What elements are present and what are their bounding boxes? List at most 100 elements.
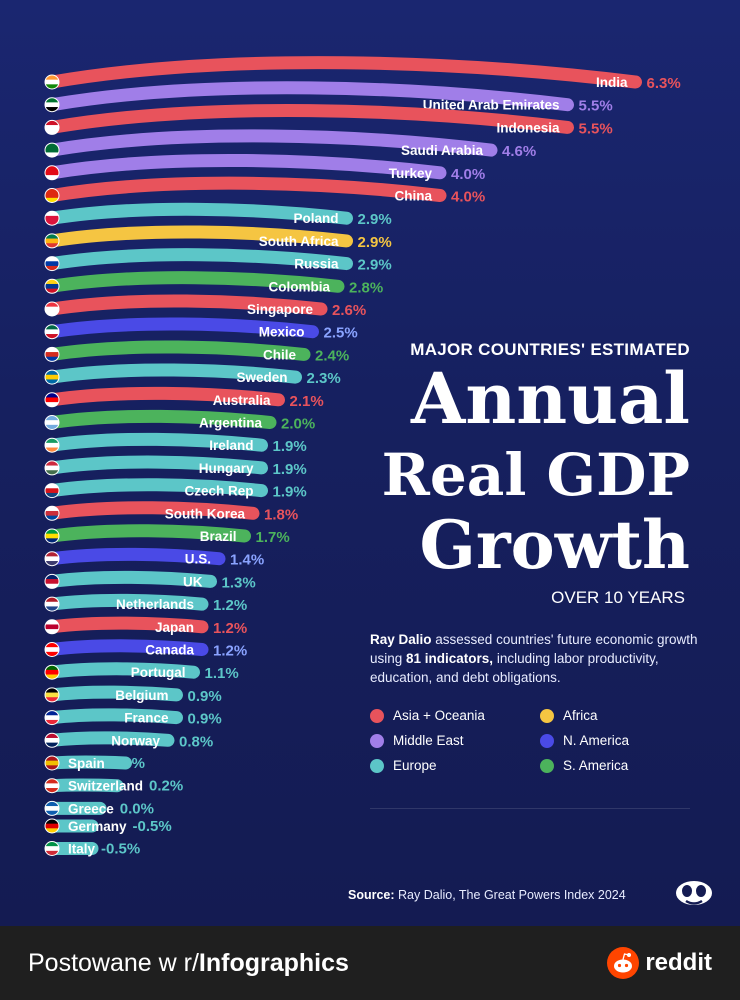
value-label: 0.3%	[111, 755, 145, 772]
country-label: Australia	[213, 393, 271, 408]
bar	[45, 708, 183, 725]
value-label: 1.9%	[273, 438, 307, 455]
reddit-brand[interactable]: reddit	[607, 947, 712, 979]
value-label: 2.8%	[349, 279, 383, 296]
bar	[45, 176, 447, 202]
bar	[45, 639, 209, 656]
country-flag-icon	[44, 278, 60, 294]
bar	[45, 81, 574, 112]
legend: Asia + Oceania Africa Middle East N. Ame…	[370, 708, 670, 773]
legend-dot	[370, 758, 384, 773]
divider	[370, 808, 690, 809]
legend-item: S. America	[540, 758, 670, 773]
country-label: U.S.	[185, 552, 211, 567]
country-label: Mexico	[259, 325, 305, 340]
country-flag-icon	[44, 528, 60, 544]
value-label: 4.0%	[451, 189, 485, 206]
legend-item: Europe	[370, 758, 540, 773]
bar	[45, 455, 268, 475]
country-flag-icon	[44, 505, 60, 521]
country-label: Argentina	[199, 416, 262, 431]
legend-dot	[370, 708, 384, 723]
value-label: 2.4%	[315, 347, 349, 364]
country-flag-icon	[44, 74, 60, 90]
value-label: 1.4%	[230, 552, 264, 569]
country-label: France	[124, 711, 169, 726]
reddit-footer: Postowane w r/Infographics reddit	[0, 926, 740, 1000]
headline-line-1: Annual	[411, 357, 690, 440]
country-label: China	[394, 189, 432, 204]
reddit-logo-icon	[607, 947, 640, 979]
legend-dot	[370, 733, 384, 748]
country-flag-icon	[44, 596, 60, 612]
country-flag-icon	[44, 369, 60, 385]
value-label: 0.0%	[120, 800, 154, 817]
source-note: Source: Ray Dalio, The Great Powers Inde…	[348, 888, 626, 902]
bar	[45, 731, 175, 747]
country-label: Singapore	[247, 302, 314, 317]
value-label: 2.9%	[358, 234, 392, 251]
value-label: 5.5%	[579, 120, 613, 137]
bar	[45, 202, 353, 225]
bar	[45, 501, 260, 520]
country-label: Brazil	[200, 529, 237, 544]
country-flag-icon	[44, 732, 60, 748]
bar	[45, 547, 226, 566]
bar	[45, 616, 209, 634]
country-flag-icon	[44, 324, 60, 340]
infographic: India 6.3% United Arab Emirates 5.5% Indones…	[0, 0, 740, 926]
country-label: Italy	[68, 842, 96, 857]
country-label: Hungary	[199, 461, 254, 476]
country-flag-icon	[44, 664, 60, 680]
value-label: 6.3%	[647, 75, 681, 92]
description-part-2: including labor productivity, education,…	[370, 651, 659, 685]
country-label: Netherlands	[116, 597, 194, 612]
bar	[45, 129, 498, 157]
legend-item: N. America	[540, 733, 670, 748]
legend-label: Africa	[563, 708, 598, 723]
value-label: 1.7%	[256, 529, 290, 546]
headline-line-3: Growth	[419, 506, 690, 584]
value-label: 1.1%	[205, 665, 239, 682]
description: Ray Dalio assessed countries' future eco…	[370, 630, 705, 687]
value-label: 1.3%	[222, 574, 256, 591]
country-flag-icon	[44, 483, 60, 499]
country-flag-icon	[44, 755, 60, 771]
bar	[45, 153, 447, 180]
value-label: 2.1%	[290, 393, 324, 410]
bar	[45, 294, 328, 316]
value-label: -0.5%	[101, 841, 140, 858]
country-label: South Korea	[165, 506, 246, 521]
chart-kicker: MAJOR COUNTRIES' ESTIMATED	[410, 340, 690, 359]
country-flag-icon	[44, 188, 60, 203]
value-label: 4.0%	[451, 166, 485, 183]
country-label: Greece	[68, 801, 114, 816]
value-label: 1.2%	[213, 620, 247, 637]
bar	[45, 317, 319, 339]
country-label: Indonesia	[496, 120, 560, 135]
country-flag-icon	[44, 301, 60, 317]
country-label: UK	[183, 574, 203, 589]
bar	[45, 662, 200, 679]
value-label: -0.5%	[133, 818, 172, 835]
bar	[45, 248, 353, 271]
country-flag-icon	[44, 165, 60, 181]
country-label: Chile	[263, 347, 296, 362]
legend-item: Middle East	[370, 733, 540, 748]
bar	[45, 103, 574, 134]
source-label: Source:	[348, 888, 395, 902]
legend-label: Asia + Oceania	[393, 708, 485, 723]
legend-dot	[540, 733, 554, 748]
chart-subtitle: OVER 10 YEARS	[551, 588, 685, 607]
country-label: Spain	[68, 756, 105, 771]
value-label: 0.9%	[188, 711, 222, 728]
legend-label: N. America	[563, 733, 630, 748]
bar	[45, 363, 302, 384]
country-label: Sweden	[236, 370, 287, 385]
country-flag-icon	[44, 437, 60, 453]
country-label: Czech Rep	[184, 484, 253, 499]
value-label: 0.9%	[188, 688, 222, 705]
value-label: 1.9%	[273, 484, 307, 501]
country-label: Russia	[294, 257, 339, 272]
subreddit-link[interactable]: Infographics	[198, 948, 349, 977]
